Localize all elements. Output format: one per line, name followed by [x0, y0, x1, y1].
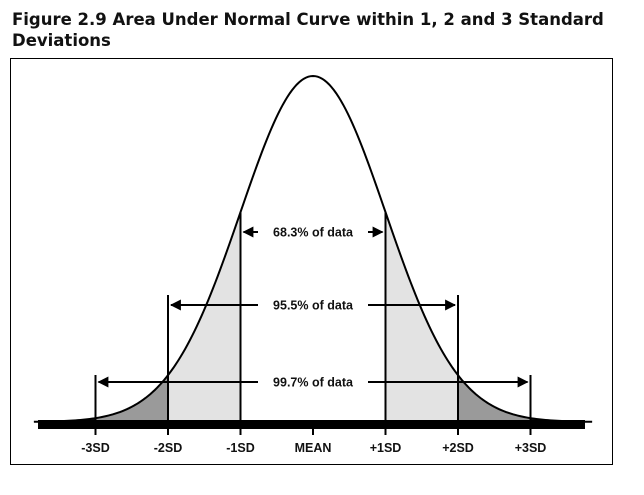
annotation-label: 68.3% of data: [273, 226, 354, 240]
baseline-axis: [38, 420, 585, 429]
area-region-3: [95, 375, 168, 422]
chart-frame: -3SD -2SD -1SD MEAN +1SD +2SD +3SD 68.3% of dat…: [10, 58, 613, 465]
figure-title: Figure 2.9 Area Under Normal Curve withi…: [12, 9, 637, 51]
normal-curve-line: [33, 74, 593, 423]
figure-number: Figure 2.9: [12, 10, 107, 29]
annotation-label: 95.5% of data: [273, 299, 354, 313]
tick-label: -3SD: [81, 441, 109, 455]
normal-curve-chart: -3SD -2SD -1SD MEAN +1SD +2SD +3SD 68.3% of dat…: [33, 74, 593, 455]
tick-label: -1SD: [226, 441, 254, 455]
tick-label: +1SD: [370, 441, 402, 455]
tick-label: MEAN: [295, 441, 332, 455]
area-region-0: [240, 76, 386, 422]
figure-title-text: Area Under Normal Curve within 1, 2 and …: [12, 10, 604, 50]
tick-label: -2SD: [154, 441, 182, 455]
annotation-label: 99.7% of data: [273, 376, 354, 390]
tick-label: +2SD: [442, 441, 474, 455]
tick-label: +3SD: [515, 441, 547, 455]
area-region-4: [458, 375, 531, 422]
